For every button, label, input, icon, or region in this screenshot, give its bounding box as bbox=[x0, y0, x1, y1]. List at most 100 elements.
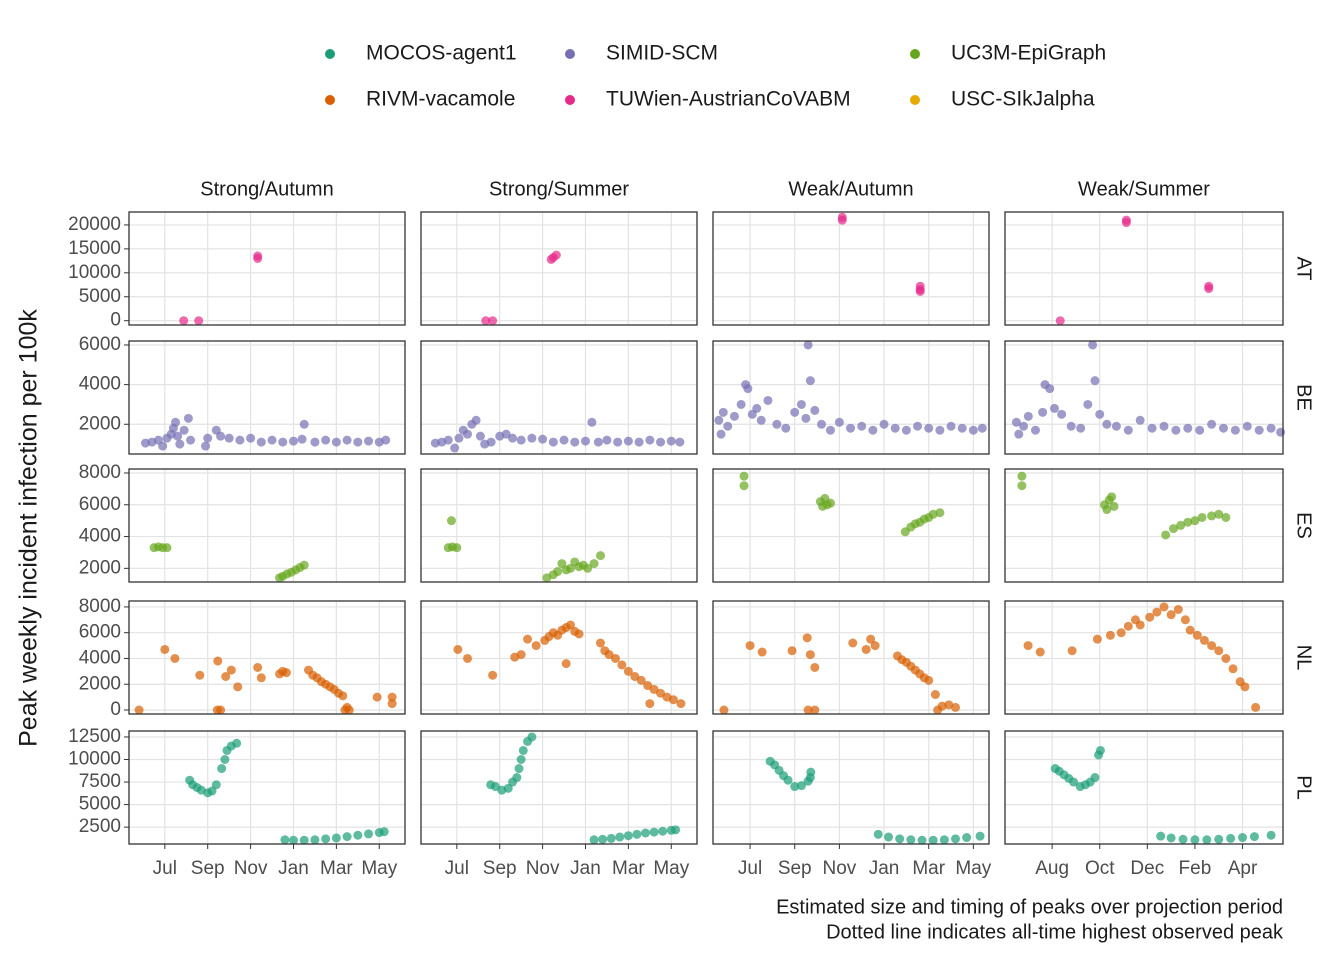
point bbox=[1019, 421, 1029, 431]
point bbox=[1135, 415, 1145, 425]
point bbox=[170, 653, 180, 663]
point bbox=[1238, 833, 1248, 843]
point bbox=[1095, 745, 1105, 755]
point bbox=[372, 692, 382, 702]
point bbox=[1214, 509, 1224, 519]
panel-border bbox=[420, 730, 698, 845]
point bbox=[1192, 630, 1202, 640]
y-tick-label: 5000 bbox=[79, 286, 121, 307]
point bbox=[636, 675, 646, 685]
y-tick-label: 8000 bbox=[79, 596, 121, 617]
point bbox=[890, 423, 900, 433]
point bbox=[1147, 423, 1157, 433]
point bbox=[587, 417, 597, 427]
point bbox=[158, 441, 168, 451]
point bbox=[1116, 628, 1126, 638]
point bbox=[595, 551, 605, 561]
x-tick-label: May bbox=[653, 858, 689, 879]
point bbox=[194, 316, 204, 326]
point bbox=[716, 429, 726, 439]
panel-border bbox=[128, 730, 406, 845]
column-strip-label: Weak/Summer bbox=[1078, 178, 1210, 200]
point bbox=[917, 835, 927, 845]
point bbox=[937, 701, 947, 711]
point bbox=[1083, 399, 1093, 409]
point bbox=[280, 835, 290, 845]
point bbox=[1176, 520, 1186, 530]
point bbox=[381, 435, 391, 445]
y-tick-label: 0 bbox=[110, 699, 121, 720]
point bbox=[1156, 831, 1166, 841]
x-tick-label: Nov bbox=[822, 858, 856, 879]
point bbox=[802, 633, 812, 643]
panel-border bbox=[128, 468, 406, 583]
x-tick-label: Jul bbox=[153, 858, 177, 879]
legend-marker bbox=[565, 95, 575, 105]
point bbox=[756, 415, 766, 425]
point bbox=[443, 435, 453, 445]
point bbox=[1204, 284, 1214, 294]
point bbox=[512, 773, 522, 783]
point bbox=[924, 423, 934, 433]
panel-background bbox=[1005, 469, 1283, 582]
point bbox=[186, 435, 196, 445]
point bbox=[806, 767, 816, 777]
point bbox=[1090, 773, 1100, 783]
point bbox=[790, 782, 800, 792]
row-strip-label: BE bbox=[1293, 384, 1315, 411]
point bbox=[915, 286, 925, 296]
point bbox=[870, 641, 880, 651]
legend-marker bbox=[565, 49, 575, 59]
point bbox=[379, 827, 389, 837]
column-strip-label: Strong/Autumn bbox=[200, 178, 333, 200]
y-tick-label: 2500 bbox=[79, 816, 121, 837]
column-strip-label: Strong/Summer bbox=[489, 178, 629, 200]
y-axis-title: Peak weekly incident infection per 100k bbox=[15, 309, 43, 747]
point bbox=[551, 250, 561, 260]
y-tick-label: 15000 bbox=[68, 238, 121, 259]
point bbox=[935, 508, 945, 518]
point bbox=[565, 563, 575, 573]
point bbox=[1266, 423, 1276, 433]
point bbox=[1011, 417, 1021, 427]
x-tick-label: Jan bbox=[869, 858, 900, 879]
point bbox=[364, 436, 374, 446]
y-tick-label: 6000 bbox=[79, 494, 121, 515]
point bbox=[817, 419, 827, 429]
point bbox=[516, 650, 526, 660]
point bbox=[895, 834, 905, 844]
point bbox=[1207, 419, 1217, 429]
panel-border bbox=[420, 211, 698, 326]
point bbox=[1207, 641, 1217, 651]
point bbox=[868, 425, 878, 435]
panel-background bbox=[713, 601, 989, 714]
point bbox=[623, 666, 633, 676]
point bbox=[834, 417, 844, 427]
panel-border bbox=[128, 340, 406, 455]
panel-border bbox=[712, 340, 990, 455]
y-tick-label: 12500 bbox=[68, 726, 121, 747]
point bbox=[1185, 625, 1195, 635]
point bbox=[623, 831, 633, 841]
legend-label: MOCOS-agent1 bbox=[366, 42, 517, 65]
point bbox=[548, 437, 558, 447]
panel-background bbox=[421, 731, 697, 844]
point bbox=[968, 425, 978, 435]
point bbox=[281, 668, 291, 678]
point bbox=[1183, 517, 1193, 527]
point bbox=[1107, 492, 1117, 502]
point bbox=[481, 316, 491, 326]
point bbox=[471, 415, 481, 425]
point bbox=[353, 830, 363, 840]
point bbox=[1218, 423, 1228, 433]
legend-marker bbox=[325, 49, 335, 59]
point bbox=[861, 644, 871, 654]
point bbox=[1023, 411, 1033, 421]
point bbox=[977, 423, 987, 433]
point bbox=[787, 646, 797, 656]
point bbox=[475, 431, 485, 441]
caption: Estimated size and timing of peaks over … bbox=[776, 896, 1283, 918]
point bbox=[1092, 634, 1102, 644]
point bbox=[825, 425, 835, 435]
y-tick-label: 4000 bbox=[79, 526, 121, 547]
